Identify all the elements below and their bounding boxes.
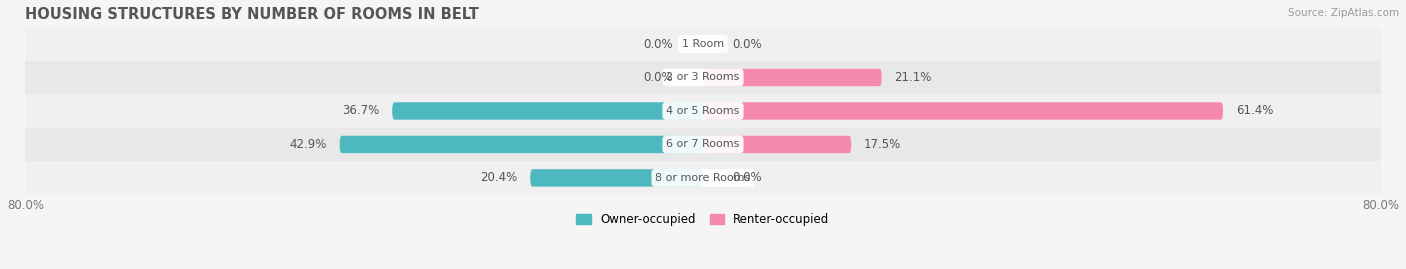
Legend: Owner-occupied, Renter-occupied: Owner-occupied, Renter-occupied (572, 208, 834, 231)
Bar (25, 27, 1381, 61)
Text: 61.4%: 61.4% (1236, 104, 1272, 118)
Text: 8 or more Rooms: 8 or more Rooms (655, 173, 751, 183)
Text: 21.1%: 21.1% (894, 71, 932, 84)
Text: 2 or 3 Rooms: 2 or 3 Rooms (666, 72, 740, 83)
Text: 0.0%: 0.0% (733, 37, 762, 51)
Text: Source: ZipAtlas.com: Source: ZipAtlas.com (1288, 8, 1399, 18)
Text: 0.0%: 0.0% (733, 171, 762, 185)
Text: 20.4%: 20.4% (481, 171, 517, 185)
FancyBboxPatch shape (392, 102, 703, 120)
Text: 0.0%: 0.0% (644, 71, 673, 84)
Text: 17.5%: 17.5% (863, 138, 901, 151)
Bar (25, 61, 1381, 94)
Text: 42.9%: 42.9% (290, 138, 328, 151)
Text: 0.0%: 0.0% (644, 37, 673, 51)
Bar (25, 128, 1381, 161)
Text: HOUSING STRUCTURES BY NUMBER OF ROOMS IN BELT: HOUSING STRUCTURES BY NUMBER OF ROOMS IN… (25, 7, 479, 22)
Text: 6 or 7 Rooms: 6 or 7 Rooms (666, 139, 740, 150)
FancyBboxPatch shape (703, 136, 851, 153)
FancyBboxPatch shape (703, 69, 882, 86)
FancyBboxPatch shape (340, 136, 703, 153)
FancyBboxPatch shape (703, 102, 1223, 120)
Text: 4 or 5 Rooms: 4 or 5 Rooms (666, 106, 740, 116)
Bar (25, 94, 1381, 128)
Bar (25, 161, 1381, 195)
Text: 36.7%: 36.7% (342, 104, 380, 118)
Text: 1 Room: 1 Room (682, 39, 724, 49)
FancyBboxPatch shape (530, 169, 703, 187)
